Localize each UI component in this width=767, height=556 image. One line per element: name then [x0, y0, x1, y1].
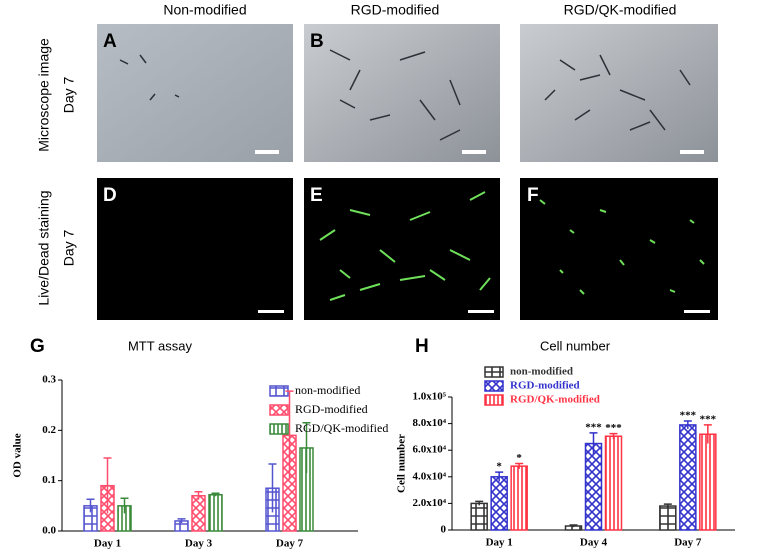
error-bar	[302, 422, 311, 474]
legend-swatch	[269, 423, 289, 435]
column-header: RGD/QK-modified	[564, 2, 677, 18]
x-tick-label: Day 7	[276, 538, 304, 550]
error-bar	[268, 463, 277, 513]
x-tick-label: Day 7	[674, 537, 702, 549]
significance-marker: *	[516, 452, 522, 464]
bar	[510, 465, 528, 531]
bar	[490, 476, 508, 531]
error-bar	[569, 524, 578, 528]
panel-label: D	[103, 185, 117, 206]
legend-swatch	[484, 394, 504, 406]
legend-label: RGD-modified	[510, 380, 580, 392]
y-tick-label: 1.0x10⁵	[412, 391, 446, 403]
y-tick-label: 2.0x10⁴	[412, 497, 446, 509]
row-label: Live/Dead staining	[36, 190, 52, 305]
error-bar	[103, 457, 112, 514]
significance-marker: ***	[700, 413, 717, 425]
panel-label: F	[527, 185, 539, 206]
image-panel	[97, 24, 718, 320]
panel-label: H	[415, 336, 429, 357]
error-bar	[589, 432, 598, 455]
panel-label: B	[310, 31, 324, 52]
error-bar	[515, 462, 524, 469]
significance-marker: *	[496, 461, 502, 473]
legend-label: non-modified	[295, 383, 360, 397]
error-bar	[177, 518, 186, 523]
x-tick-label: Day 3	[185, 538, 213, 550]
y-tick-label: 0.2	[42, 424, 56, 436]
bar	[584, 442, 603, 531]
error-bar	[86, 498, 95, 513]
legend-swatch	[269, 385, 289, 397]
y-tick-label: 0.1	[42, 474, 56, 486]
column-header: Non-modified	[163, 2, 246, 18]
error-bar	[120, 497, 129, 514]
legend-label: non-modified	[510, 366, 573, 378]
row-label: Day 7	[61, 230, 77, 267]
legend-swatch	[269, 404, 289, 416]
error-bar	[194, 490, 203, 500]
chart-title: MTT assay	[128, 338, 193, 353]
legend-label: RGD-modified	[295, 402, 368, 416]
y-tick-label: 4.0x10⁴	[412, 470, 446, 482]
y-axis-label: Cell number	[396, 434, 408, 493]
error-bar	[609, 432, 618, 439]
x-tick-label: Day 4	[580, 537, 608, 549]
error-bar	[663, 503, 672, 509]
row-label: Microscope image	[36, 38, 52, 152]
bar	[208, 494, 223, 532]
legend-swatch	[484, 380, 504, 392]
significance-marker: ***	[605, 422, 622, 434]
x-tick-label: Day 1	[94, 538, 121, 550]
y-tick-label: 6.0x10⁴	[412, 444, 446, 456]
y-axis-label: OD value	[12, 433, 24, 477]
legend-swatch	[484, 366, 504, 378]
column-header: RGD-modified	[351, 2, 440, 18]
y-tick-label: 8.0x10⁴	[412, 417, 446, 429]
panel-label: A	[103, 31, 117, 52]
significance-marker: ***	[585, 421, 602, 433]
error-bar	[703, 424, 712, 444]
y-tick-label: 0.0	[42, 525, 56, 537]
bar	[191, 495, 206, 532]
legend-label: RGD/QK-modified	[295, 421, 388, 435]
bar	[699, 433, 717, 531]
x-tick-label: Day 1	[486, 537, 513, 549]
error-bar	[211, 492, 220, 497]
y-tick-label: 0.3	[42, 374, 56, 386]
panel-label: G	[30, 336, 45, 357]
bar	[470, 502, 488, 531]
bar	[659, 505, 677, 531]
bar	[679, 424, 697, 531]
error-bar	[683, 420, 692, 429]
panel-label: E	[310, 185, 323, 206]
error-bar	[285, 390, 294, 480]
chart-title: Cell number	[540, 338, 611, 353]
bar	[604, 435, 623, 531]
error-bar	[495, 471, 504, 482]
y-tick-label: 0	[441, 524, 447, 536]
significance-marker: ***	[680, 409, 697, 421]
row-label: Day 7	[61, 77, 77, 114]
error-bar	[475, 500, 484, 506]
legend-label: RGD/QK-modified	[510, 394, 600, 406]
